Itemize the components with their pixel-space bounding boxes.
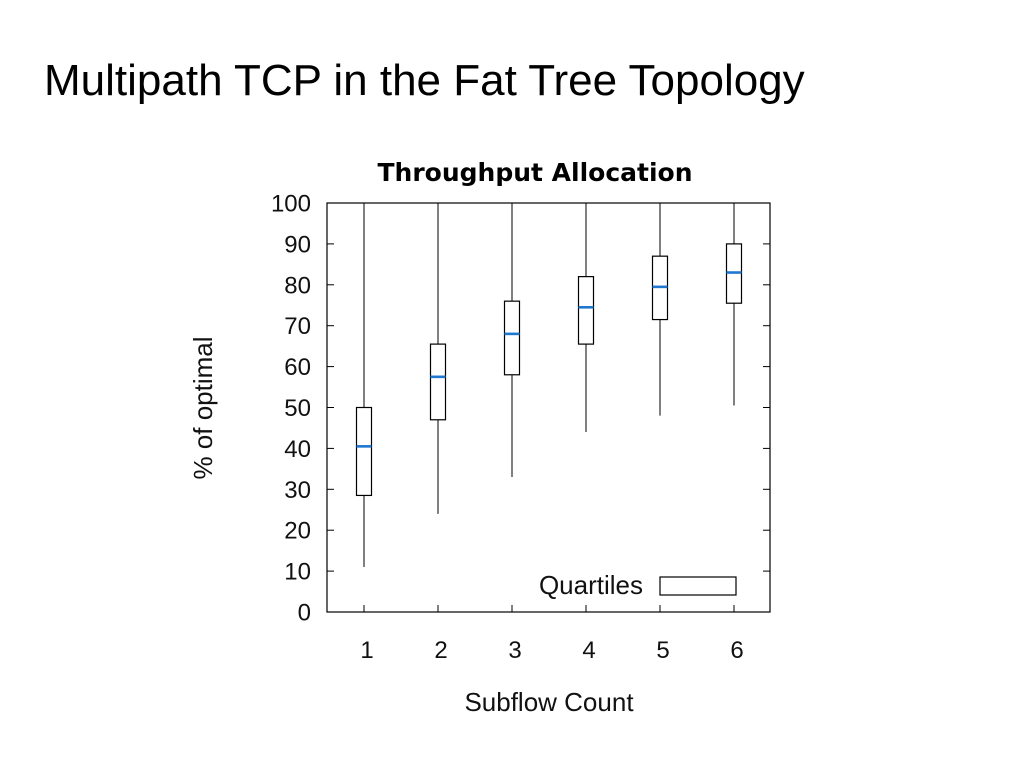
x-axis-label: Subflow Count	[464, 687, 634, 717]
y-tick-label: 0	[298, 600, 311, 627]
quartile-box	[577, 276, 595, 345]
quartile-box	[503, 300, 521, 376]
plot-frame	[326, 202, 771, 613]
x-tick-label: 5	[656, 637, 669, 664]
legend-label: Quartiles	[539, 570, 643, 600]
x-tick-label: 4	[582, 637, 595, 664]
y-tick-label: 40	[284, 436, 311, 463]
y-axis-label: % of optimal	[188, 336, 218, 479]
y-tick-label: 60	[284, 354, 311, 381]
y-tick-label: 70	[284, 313, 311, 340]
y-tick-label: 10	[284, 559, 311, 586]
legend-swatch	[659, 576, 737, 596]
x-tick-label: 6	[730, 637, 743, 664]
y-tick-label: 30	[284, 477, 311, 504]
x-tick-label: 3	[508, 637, 521, 664]
y-tick-label: 20	[284, 518, 311, 545]
plot-area: 0 10 20 30 40 50 60 70 80 90 100 1 2 3 4 5 6 Quartiles	[271, 191, 771, 664]
x-tick-label: 1	[360, 637, 373, 664]
y-tick-label: 50	[284, 395, 311, 422]
slide-title: Multipath TCP in the Fat Tree Topology	[44, 56, 805, 105]
quartile-box	[429, 343, 447, 421]
y-tick-label: 100	[271, 191, 311, 218]
y-tick-label: 80	[284, 272, 311, 299]
x-tick-label: 2	[434, 637, 447, 664]
quartile-box	[355, 406, 373, 497]
chart-title: Throughput Allocation	[377, 158, 692, 187]
y-tick-label: 90	[284, 231, 311, 258]
